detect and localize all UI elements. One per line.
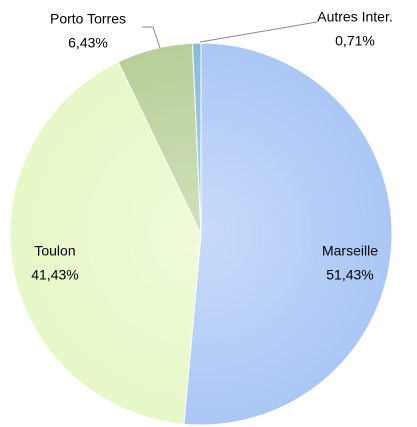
leader-line: [142, 26, 161, 49]
slice-value-label: 0,71%: [335, 33, 375, 49]
pie: [9, 42, 393, 426]
slice-value-label: 51,43%: [326, 267, 373, 283]
slice-value-label: 41,43%: [31, 267, 78, 283]
slice-label: Marseille: [322, 243, 378, 259]
leader-line: [199, 21, 318, 43]
slice-label: Autres Inter.: [317, 9, 392, 25]
slice-label: Toulon: [34, 243, 75, 259]
slice-value-label: 6,43%: [68, 35, 108, 51]
pie-slice: [183, 42, 393, 426]
slice-label: Porto Torres: [50, 11, 126, 27]
